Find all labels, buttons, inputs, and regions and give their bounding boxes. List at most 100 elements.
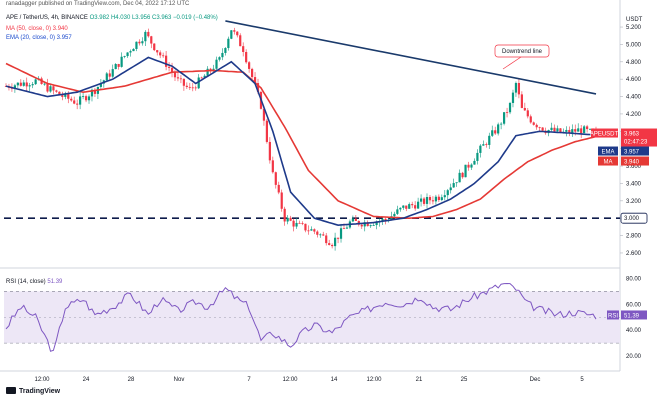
candles bbox=[4, 27, 598, 251]
candle-body bbox=[230, 30, 233, 39]
candle-body bbox=[360, 224, 363, 227]
candle-body bbox=[250, 68, 254, 78]
ma-legend: MA (50, close, 0) 3.940 bbox=[6, 26, 68, 32]
candle-body bbox=[458, 172, 461, 183]
candle-body bbox=[301, 223, 304, 224]
symbol-tag bbox=[591, 128, 618, 138]
candle-body bbox=[419, 198, 423, 202]
candle-body bbox=[159, 52, 162, 56]
candle-body bbox=[325, 235, 328, 244]
ma-tag-value-bg bbox=[621, 156, 649, 166]
candle-body bbox=[538, 127, 541, 129]
candle-body bbox=[206, 68, 209, 76]
rsi-legend-value: 51.39 bbox=[47, 279, 63, 285]
candle-body bbox=[443, 195, 446, 198]
candle-body bbox=[289, 217, 292, 221]
candle-body bbox=[262, 108, 266, 121]
rsi-tick-label: 20.00 bbox=[626, 354, 642, 360]
candle-body bbox=[390, 216, 393, 221]
time-tick-label: 12:00 bbox=[34, 377, 50, 383]
candle-body bbox=[268, 141, 271, 161]
support-tag-label: 3.000 bbox=[624, 216, 640, 222]
time-tick-label: 7 bbox=[247, 377, 251, 383]
last-price-value: 3.963 bbox=[624, 132, 640, 138]
candle-body bbox=[310, 229, 313, 231]
candle-body bbox=[173, 72, 177, 78]
time-tick-label: 25 bbox=[461, 377, 468, 383]
candle-body bbox=[197, 77, 200, 89]
candle-body bbox=[583, 126, 586, 134]
candle-body bbox=[488, 135, 491, 145]
candle-body bbox=[307, 230, 310, 232]
candle-body bbox=[170, 67, 174, 73]
candle-body bbox=[517, 82, 521, 95]
price-tick-label: 3.400 bbox=[626, 181, 642, 187]
support-tag bbox=[620, 212, 648, 224]
trendline-annotation-arrow bbox=[502, 56, 522, 70]
rsi-legend: RSI (14, close) 51.39 bbox=[6, 279, 62, 285]
candle-body bbox=[162, 55, 165, 57]
candle-body bbox=[372, 225, 375, 226]
candle-body bbox=[286, 217, 289, 222]
time-tick-label: Dec bbox=[530, 377, 541, 383]
candle-body bbox=[411, 204, 414, 206]
candle-body bbox=[295, 222, 298, 227]
candle-body bbox=[265, 120, 269, 142]
candle-body bbox=[58, 91, 61, 96]
candle-body bbox=[81, 96, 85, 97]
candle-body bbox=[212, 68, 215, 71]
candle-body bbox=[452, 183, 455, 188]
candle-body bbox=[277, 184, 280, 193]
candle-body bbox=[150, 36, 153, 44]
ema-tag-value: 3.957 bbox=[624, 150, 640, 156]
ohlc-values: O3.982 H4.030 L3.956 C3.963 −0.019 (−0.4… bbox=[89, 15, 218, 21]
price-axis-unit: USDT bbox=[626, 17, 643, 23]
candle-body bbox=[402, 205, 405, 208]
candle-body bbox=[233, 30, 236, 32]
candle-body bbox=[135, 41, 138, 49]
candle-body bbox=[586, 126, 589, 130]
candle-body bbox=[70, 98, 73, 101]
candle-body bbox=[485, 144, 488, 146]
time-tick-label: 5 bbox=[580, 377, 584, 383]
tradingview-logo-text: TradingView bbox=[19, 388, 61, 395]
candle-body bbox=[313, 229, 316, 232]
candle-body bbox=[467, 164, 470, 168]
ma-tag-value: 3.940 bbox=[624, 160, 640, 166]
candle-body bbox=[52, 86, 55, 91]
candle-body bbox=[105, 73, 108, 81]
candle-body bbox=[236, 31, 239, 36]
candle-body bbox=[381, 218, 384, 222]
candle-body bbox=[523, 107, 526, 111]
time-tick-label: 12:00 bbox=[366, 377, 382, 383]
candle-body bbox=[256, 83, 260, 92]
symbol-title: APE / TetherUS, 4h, BINANCE bbox=[6, 15, 88, 21]
candle-body bbox=[482, 144, 485, 146]
candle-body bbox=[132, 48, 135, 52]
candle-body bbox=[446, 190, 449, 196]
candle-body bbox=[248, 62, 251, 69]
candle-body bbox=[428, 197, 432, 201]
candle-body bbox=[333, 237, 337, 247]
rsi-value-tag-bg bbox=[621, 310, 647, 320]
candle-body bbox=[550, 127, 553, 131]
candle-body bbox=[271, 160, 274, 173]
candle-body bbox=[99, 83, 102, 87]
candle-body bbox=[31, 84, 34, 86]
candle-body bbox=[167, 66, 171, 68]
candle-body bbox=[331, 244, 334, 247]
candle-body bbox=[425, 197, 429, 204]
candle-body bbox=[79, 96, 82, 105]
candle-body bbox=[354, 218, 357, 221]
candle-body bbox=[556, 128, 559, 132]
candle-body bbox=[13, 85, 16, 89]
candle-body bbox=[342, 228, 346, 230]
candle-body bbox=[55, 90, 58, 92]
candle-body bbox=[227, 38, 230, 49]
trendline-annotation-text: Downtrend line bbox=[502, 49, 543, 55]
candle-body bbox=[449, 187, 452, 191]
candle-body bbox=[200, 77, 203, 79]
candle-body bbox=[328, 243, 331, 245]
tradingview-logo: TradingView bbox=[6, 387, 60, 395]
